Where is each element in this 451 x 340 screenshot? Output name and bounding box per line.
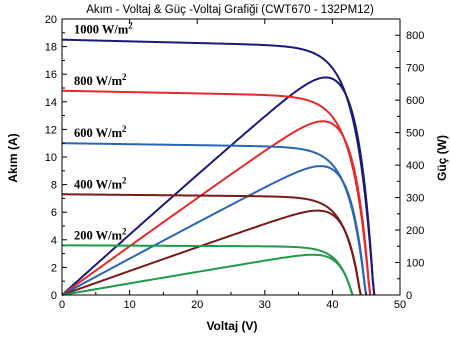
current-curve-2 xyxy=(61,142,368,296)
current-curve-4 xyxy=(61,244,354,296)
y2-axis-title: Güç (W) xyxy=(435,135,449,181)
y-tick-label: 2 xyxy=(51,262,57,274)
axes: 0 10 20 30 40 5002468101214161820010020030040… xyxy=(45,14,425,311)
y-tick-label: 20 xyxy=(45,14,57,26)
power-curve-1 xyxy=(61,120,372,296)
y-tick-label: 10 xyxy=(45,152,57,164)
y-tick-label: 16 xyxy=(45,69,57,81)
y-tick-label: 6 xyxy=(51,207,57,219)
y-tick-label: 8 xyxy=(51,180,57,192)
plot-area: 1000 W/m2 800 W/m2 600 W/m2 400 W/m2 200 W/m… xyxy=(61,21,376,296)
y-tick-label: 18 xyxy=(45,42,57,54)
current-curve-0 xyxy=(61,38,376,296)
power-curve-2 xyxy=(61,165,368,296)
y2-tick-label: 0 xyxy=(406,290,412,302)
x-axis-title: Voltaj (V) xyxy=(206,319,257,333)
current-curve-1 xyxy=(61,89,372,296)
y-tick-label: 14 xyxy=(45,97,57,109)
y2-tick-label: 800 xyxy=(406,30,424,42)
series-label-1: 800 W/m2 xyxy=(74,72,127,88)
y2-tick-label: 600 xyxy=(406,95,424,107)
x-tick-label: 50 xyxy=(394,299,406,311)
y2-tick-label: 300 xyxy=(406,193,424,205)
y-tick-label: 0 xyxy=(51,290,57,302)
x-tick-label: 30 xyxy=(259,299,271,311)
y-tick-label: 4 xyxy=(51,235,57,247)
power-curve-4 xyxy=(61,253,354,296)
chart-title: Akım - Voltaj & Güç -Voltaj Grafiği (CWT… xyxy=(86,4,374,16)
x-tick-label: 10 xyxy=(123,299,135,311)
series-label-0: 1000 W/m2 xyxy=(74,21,133,37)
power-curve-3 xyxy=(61,209,362,296)
series-label-4: 200 W/m2 xyxy=(74,226,127,242)
x-tick-label: 20 xyxy=(191,299,203,311)
y2-tick-label: 400 xyxy=(406,160,424,172)
y-tick-label: 12 xyxy=(45,124,57,136)
series-label-3: 400 W/m2 xyxy=(74,175,127,191)
y2-tick-label: 200 xyxy=(406,225,424,237)
series-label-2: 600 W/m2 xyxy=(74,124,127,140)
current-curve-3 xyxy=(61,193,362,296)
power-curve-0 xyxy=(61,76,376,296)
y-axis-title: Akım (A) xyxy=(6,133,20,182)
y2-tick-label: 100 xyxy=(406,258,424,270)
y2-tick-label: 700 xyxy=(406,63,424,75)
x-tick-label: 0 xyxy=(59,299,65,311)
y2-tick-label: 500 xyxy=(406,128,424,140)
x-tick-label: 40 xyxy=(326,299,338,311)
